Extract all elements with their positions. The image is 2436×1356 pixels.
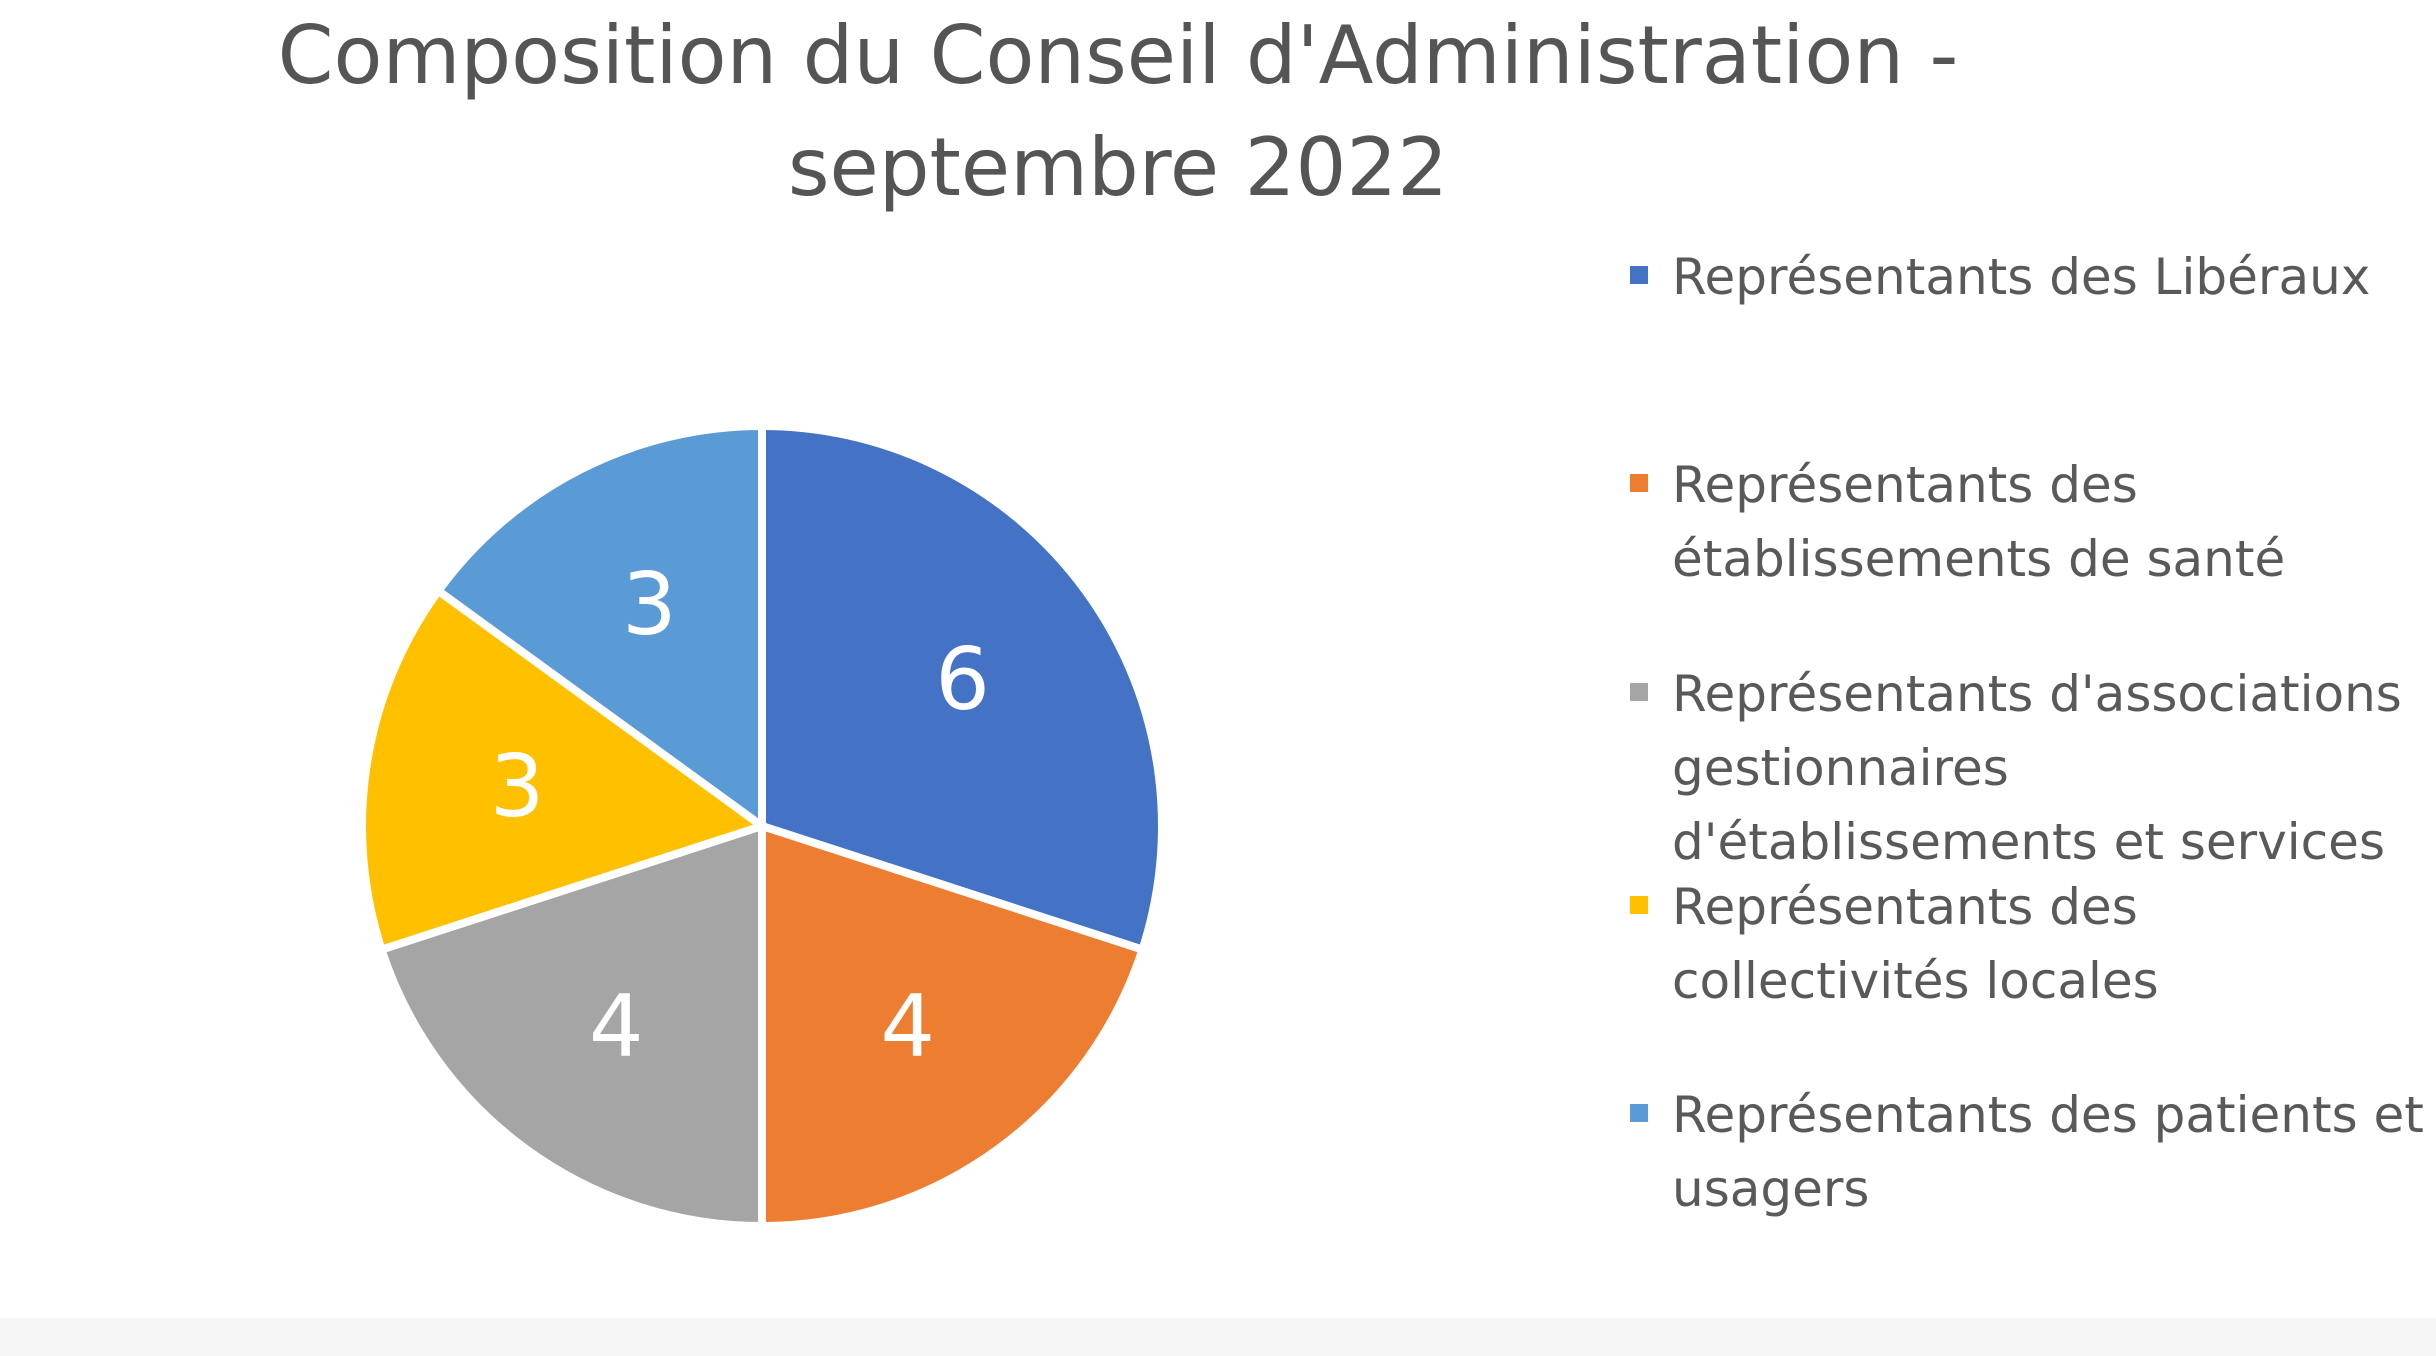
legend-label-etablissements-sante: Représentants des établissements de sant… [1672,456,2286,588]
legend-label-liberaux: Représentants des Libéraux [1672,248,2371,306]
data-label-etablissements-sante: 4 [880,977,935,1077]
pie-slice-patients-usagers[interactable] [434,422,766,830]
pie-chart: 6 4 4 33 [358,422,1166,1230]
data-label-collectivites-locales: 3 [490,737,545,837]
data-label-patients-usagers: 3 [622,555,677,655]
pie-slice-collectivites-locales[interactable] [358,586,766,954]
legend-label-associations-gestionnaires: Représentants d'associations gestionnair… [1672,665,2402,871]
pie-slice-etablissements-sante[interactable] [758,822,1147,1230]
data-label-associations-gestionnaires: 4 [589,977,644,1077]
chart-legend: Représentants des Libéraux Représentants… [1630,0,2430,1356]
pie-slice-associations-gestionnaires[interactable] [377,822,766,1230]
legend-swatch-liberaux [1630,266,1648,284]
legend-swatch-patients-usagers [1630,1104,1648,1122]
legend-swatch-collectivites-locales [1630,896,1648,914]
pie-slice-liberaux[interactable] [758,422,1166,954]
bottom-edge [0,1318,2436,1356]
legend-label-collectivites-locales: Représentants des collectivités locales [1672,878,2159,1010]
data-label-liberaux: 6 [935,630,990,730]
legend-swatch-associations-gestionnaires [1630,683,1648,701]
chart-title-line-2: septembre 2022 [787,121,1449,214]
chart-title: Composition du Conseil d'Administration … [0,0,2236,224]
legend-label-patients-usagers: Représentants des patients et usagers [1672,1086,2424,1218]
legend-swatch-etablissements-sante [1630,474,1648,492]
chart-title-line-1: Composition du Conseil d'Administration … [277,9,1959,102]
